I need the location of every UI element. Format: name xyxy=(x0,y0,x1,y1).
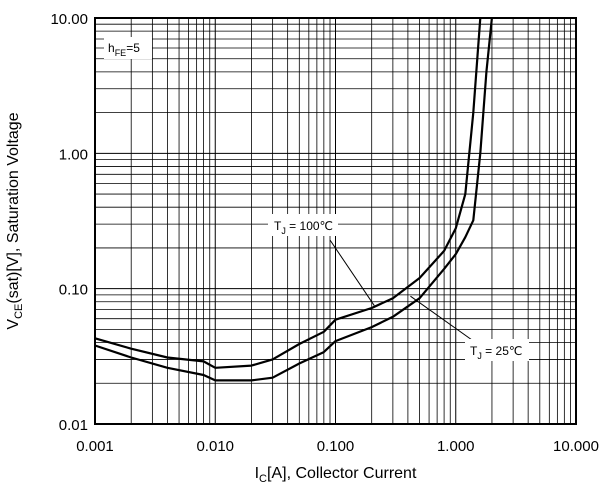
plot-frame xyxy=(94,17,577,425)
label-bg-tj-25c xyxy=(465,339,529,361)
x-axis-title-main: I xyxy=(255,465,259,482)
series-layer xyxy=(94,17,493,382)
y-tick-label: 10.00 xyxy=(50,11,88,28)
x-axis-title-rest: [A], Collector Current xyxy=(267,465,417,482)
label-bg-tj-100c xyxy=(268,214,338,236)
y-axis-title-main: V xyxy=(5,319,22,330)
x-axis-title: IC[A], Collector Current xyxy=(255,465,417,485)
x-tick-label: 1.000 xyxy=(437,438,475,455)
series-label-tj-100c: TJ = 100℃ xyxy=(274,219,333,236)
series-label-tj-25c-rest: = 25℃ xyxy=(482,344,523,358)
tick-label-layer: 0.001 0.010 0.100 1.000 10.000 0.01 0.10 1.00 10… xyxy=(50,11,598,455)
condition-label-hfe-sub: FE xyxy=(115,48,127,58)
x-tick-label: 0.010 xyxy=(196,438,234,455)
x-axis-title-sub: C xyxy=(259,473,267,485)
series-label-tj-25c: TJ = 25℃ xyxy=(470,344,522,361)
series-label-tj-25c-sub: J xyxy=(477,351,482,361)
y-tick-label: 0.01 xyxy=(59,417,88,434)
x-tick-label: 0.100 xyxy=(317,438,355,455)
y-tick-label: 0.10 xyxy=(59,282,88,299)
y-axis-title-sub: CE xyxy=(13,304,25,319)
y-tick-label: 1.00 xyxy=(59,146,88,163)
axis-title-layer: IC[A], Collector Current VCE(sat)[V], Sat… xyxy=(5,112,417,485)
series-label-tj-100c-rest: = 100℃ xyxy=(286,219,333,233)
x-tick-label: 10.000 xyxy=(553,438,599,455)
series-label-tj-100c-sub: J xyxy=(281,226,286,236)
condition-label-hfe-rest: =5 xyxy=(126,41,140,55)
leader-line-tj-100c xyxy=(329,239,375,306)
series-label-tj-25c-main: T xyxy=(470,344,478,358)
series-line-tj-100c xyxy=(94,17,482,369)
condition-label-bg xyxy=(104,37,152,59)
y-axis-title-rest: (sat)[V], Saturation Voltage xyxy=(5,112,22,303)
series-line-tj-25c xyxy=(94,17,493,382)
condition-label-hfe-main: h xyxy=(108,41,115,55)
leader-line-tj-25c xyxy=(410,295,473,341)
x-tick-label: 0.001 xyxy=(76,438,114,455)
series-label-tj-100c-main: T xyxy=(274,219,282,233)
y-axis-title: VCE(sat)[V], Saturation Voltage xyxy=(5,112,25,329)
condition-label-hfe: hFE=5 xyxy=(108,41,140,58)
